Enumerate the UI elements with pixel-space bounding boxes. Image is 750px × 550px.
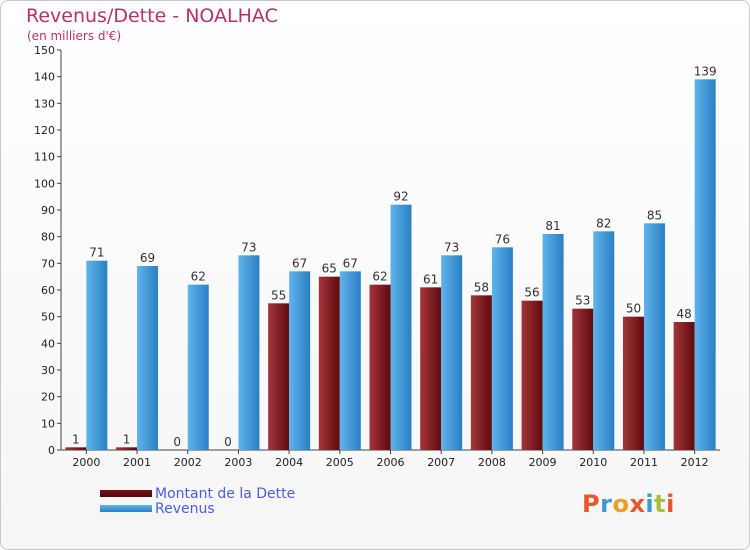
value-label-revenus: 76 [495, 232, 510, 246]
value-label-dette: 65 [322, 262, 337, 276]
logo-letter: i [666, 490, 675, 518]
y-tick-label: 100 [34, 177, 55, 190]
logo-letter: i [645, 490, 655, 518]
x-tick-label: 2012 [681, 456, 709, 469]
bar-revenus [238, 255, 260, 450]
y-tick-label: 130 [34, 97, 55, 110]
logo-letter: t [654, 490, 667, 518]
x-tick-label: 2004 [275, 456, 303, 469]
bar-revenus [187, 284, 209, 450]
x-tick-label: 2000 [72, 456, 100, 469]
x-tick-label: 2005 [326, 456, 354, 469]
bar-dette [673, 322, 695, 450]
logo-letter: r [600, 490, 613, 518]
x-tick-label: 2002 [174, 456, 202, 469]
bar-dette [470, 295, 492, 450]
x-tick-label: 2010 [579, 456, 607, 469]
bar-dette [65, 447, 87, 450]
x-tick-label: 2001 [123, 456, 151, 469]
bar-revenus [542, 234, 564, 450]
proxiti-logo: Proxiti [582, 490, 675, 518]
bar-revenus [86, 260, 108, 450]
bar-revenus [694, 79, 716, 450]
bar-revenus [137, 266, 159, 450]
value-label-dette: 0 [224, 435, 232, 449]
value-label-dette: 53 [575, 294, 590, 308]
value-label-revenus: 69 [140, 251, 155, 265]
y-tick-label: 30 [41, 364, 55, 377]
logo-letter: x [629, 490, 646, 518]
legend-label-dette: Montant de la Dette [155, 485, 296, 502]
value-label-revenus: 82 [596, 216, 611, 230]
legend-swatch-revenus [100, 505, 152, 512]
y-tick-label: 10 [41, 417, 55, 430]
y-tick-label: 90 [41, 204, 55, 217]
value-label-dette: 56 [524, 286, 539, 300]
bar-revenus [593, 231, 615, 450]
bar-dette [116, 447, 138, 450]
legend-label-revenus: Revenus [155, 500, 215, 517]
value-label-revenus: 139 [694, 64, 717, 78]
y-tick-label: 70 [41, 257, 55, 270]
value-label-revenus: 67 [343, 256, 358, 270]
value-label-revenus: 85 [647, 208, 662, 222]
value-label-revenus: 73 [444, 240, 459, 254]
y-tick-label: 50 [41, 311, 55, 324]
y-tick-label: 80 [41, 231, 55, 244]
value-label-revenus: 62 [191, 270, 206, 284]
bar-dette [318, 276, 340, 450]
chart-title: Revenus/Dette - NOALHAC [26, 5, 278, 27]
bar-dette [420, 287, 442, 450]
bar-revenus [491, 247, 513, 450]
value-label-dette: 48 [677, 307, 692, 321]
value-label-revenus: 71 [89, 246, 104, 260]
logo-letter: P [582, 490, 601, 518]
value-label-revenus: 81 [545, 219, 560, 233]
value-label-dette: 50 [626, 302, 641, 316]
bar-revenus [390, 204, 412, 450]
chart-subtitle: (en milliers d'€) [27, 29, 122, 43]
legend: Montant de la Dette Revenus [100, 485, 296, 517]
x-tick-label: 2008 [478, 456, 506, 469]
legend-item-revenus: Revenus [100, 500, 295, 517]
x-tick-label: 2003 [224, 456, 252, 469]
bar-revenus [441, 255, 463, 450]
legend-swatch-dette [100, 490, 152, 497]
bar-dette [369, 284, 391, 450]
bar-revenus [289, 271, 311, 450]
x-tick-label: 2007 [427, 456, 455, 469]
y-tick-label: 0 [48, 444, 55, 457]
value-label-dette: 58 [474, 280, 489, 294]
y-tick-label: 150 [34, 44, 55, 57]
value-label-dette: 0 [173, 435, 181, 449]
value-label-revenus: 73 [241, 240, 256, 254]
x-tick-label: 2006 [377, 456, 405, 469]
bar-dette [268, 303, 290, 450]
legend-item-dette: Montant de la Dette [100, 485, 296, 502]
value-label-revenus: 92 [393, 190, 408, 204]
value-label-dette: 1 [72, 432, 80, 446]
value-label-revenus: 67 [292, 256, 307, 270]
y-tick-label: 20 [41, 391, 55, 404]
logo-letter: o [612, 490, 630, 518]
y-tick-label: 120 [34, 124, 55, 137]
bar-dette [521, 300, 543, 450]
y-tick-label: 40 [41, 337, 55, 350]
bar-dette [572, 308, 594, 450]
y-tick-label: 110 [34, 151, 55, 164]
value-label-dette: 1 [123, 432, 131, 446]
bar-revenus [643, 223, 665, 450]
bar-revenus [339, 271, 361, 450]
value-label-dette: 55 [271, 288, 286, 302]
x-tick-label: 2011 [630, 456, 658, 469]
y-tick-label: 60 [41, 284, 55, 297]
bar-dette [622, 316, 644, 450]
y-tick-label: 140 [34, 71, 55, 84]
value-label-dette: 62 [372, 270, 387, 284]
value-label-dette: 61 [423, 272, 438, 286]
x-tick-label: 2009 [529, 456, 557, 469]
